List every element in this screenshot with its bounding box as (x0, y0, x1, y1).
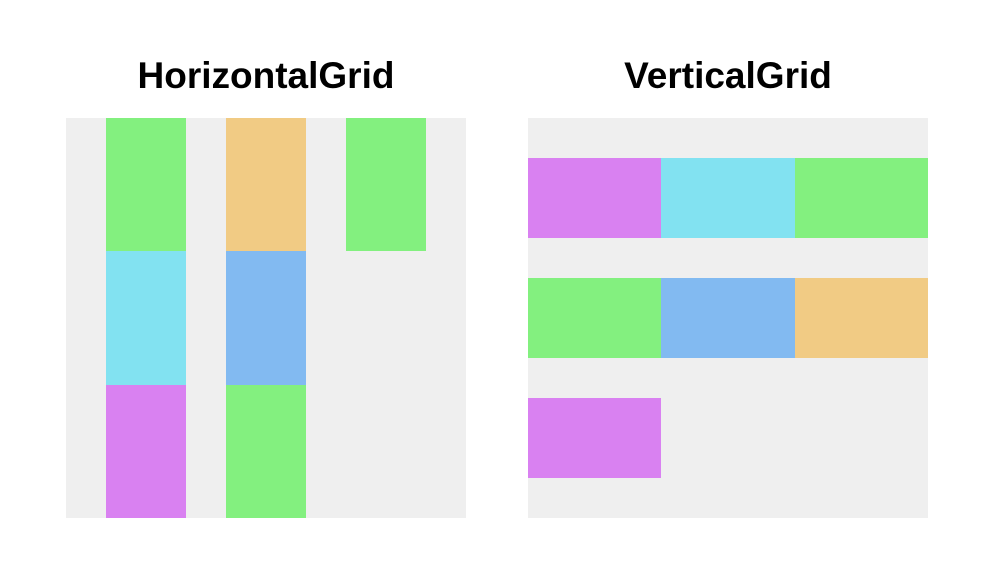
grid-cell (528, 158, 662, 238)
vertical-grid-title: VerticalGrid (624, 55, 832, 96)
grid-cell (106, 384, 186, 518)
grid-cell (794, 278, 928, 358)
grid-cell (346, 118, 426, 252)
grid-cell (528, 278, 662, 358)
horizontal-grid-title: HorizontalGrid (137, 55, 395, 96)
grid-cell (661, 278, 795, 358)
grid-cell (528, 398, 662, 478)
grid-cell (794, 158, 928, 238)
grid-cell (106, 251, 186, 385)
grid-cell (661, 158, 795, 238)
grid-cell (226, 251, 306, 385)
horizontal-grid-panel (66, 118, 466, 518)
vertical-grid-panel (528, 118, 928, 518)
grid-cell (226, 118, 306, 252)
grid-cell (226, 384, 306, 518)
grid-cell (106, 118, 186, 252)
